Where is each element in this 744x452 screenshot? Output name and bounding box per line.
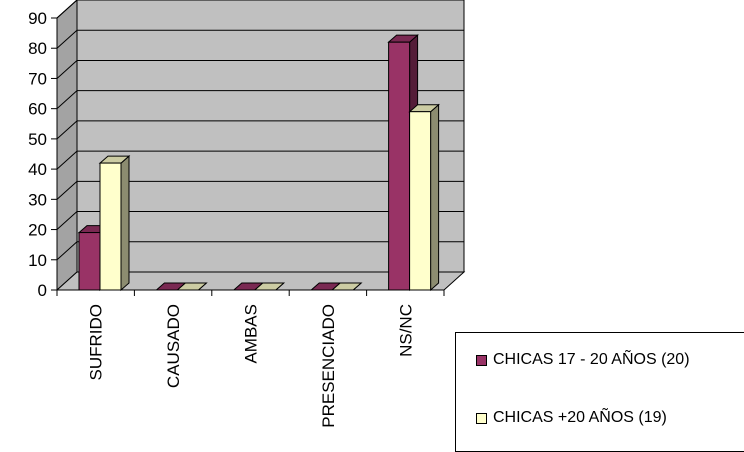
legend-item-series-1: CHICAS 17 - 20 AÑOS (20) (476, 351, 690, 369)
legend-swatch-series-2 (476, 412, 487, 424)
side-wall (56, 0, 78, 292)
bars (77, 34, 440, 292)
bar (330, 282, 363, 291)
bar-front (409, 111, 432, 291)
y-tick-label: 50 (28, 130, 47, 149)
bar-front (99, 162, 122, 291)
bar-top (330, 282, 363, 291)
gridline (56, 29, 464, 49)
bar (98, 154, 131, 292)
bar-front (78, 232, 101, 291)
y-tick-labels: 0 10 20 30 40 50 60 70 80 90 (28, 9, 47, 300)
gridline (56, 211, 464, 230)
y-tick-label: 30 (28, 190, 47, 209)
x-category-label: PRESENCIADO (319, 304, 338, 428)
bar-side (120, 154, 130, 292)
bar (408, 103, 440, 292)
x-category-labels: SUFRIDO CAUSADO AMBAS PRESENCIADO NS/NC (87, 304, 416, 428)
x-category-label: CAUSADO (164, 304, 183, 388)
y-tick-label: 40 (28, 160, 47, 179)
y-tick-label: 0 (38, 281, 47, 300)
bar-front (388, 41, 411, 291)
legend: CHICAS 17 - 20 AÑOS (20) CHICAS +20 AÑOS… (455, 332, 744, 452)
bar (176, 282, 208, 291)
bar-side (430, 103, 440, 292)
gridline (56, 0, 464, 19)
legend-label-series-2: CHICAS +20 AÑOS (19) (493, 409, 667, 426)
legend-item-series-2: CHICAS +20 AÑOS (19) (476, 409, 667, 427)
chart-walls (55, 0, 466, 292)
x-category-label: NS/NC (396, 304, 415, 357)
gridlines (56, 0, 464, 261)
x-category-label: SUFRIDO (87, 304, 106, 381)
gridline (56, 180, 464, 200)
bar-top (253, 282, 286, 291)
gridline (56, 120, 464, 140)
y-tick-label: 70 (28, 69, 47, 88)
gridline (56, 59, 464, 79)
legend-swatch-series-1 (476, 354, 487, 366)
y-tick-label: 20 (28, 221, 47, 240)
y-tick-label: 90 (28, 9, 47, 28)
bar-top (176, 282, 208, 291)
legend-label-series-1: CHICAS 17 - 20 AÑOS (20) (493, 351, 690, 368)
x-category-label: AMBAS (242, 304, 261, 364)
y-tick-label: 10 (28, 251, 47, 270)
bar (253, 282, 286, 291)
gridline (56, 241, 464, 261)
gridline (56, 90, 464, 110)
gridline (56, 150, 464, 170)
y-tick-label: 60 (28, 100, 47, 119)
y-tick-label: 80 (28, 39, 47, 58)
